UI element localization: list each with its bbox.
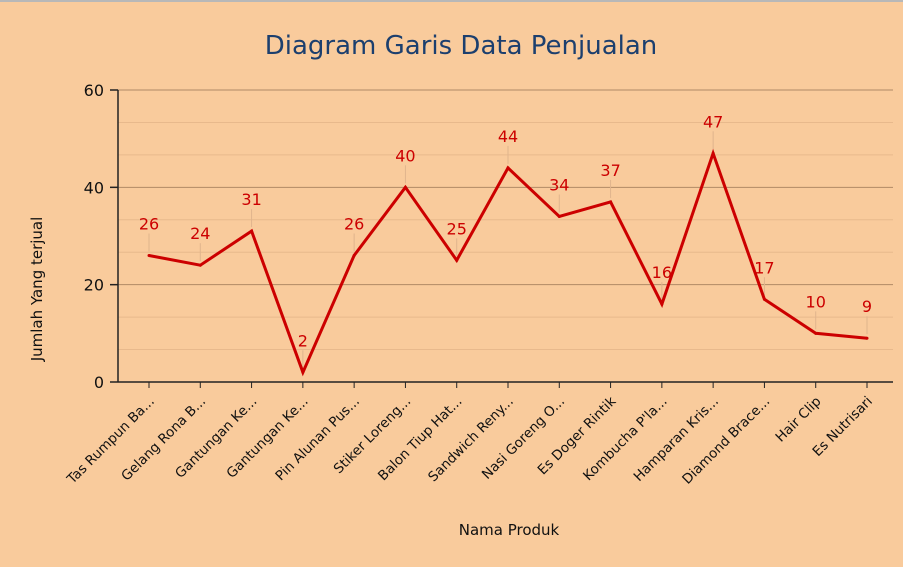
data-label: 40 (395, 146, 415, 165)
data-label: 24 (190, 224, 210, 243)
y-tick-label: 60 (84, 81, 104, 100)
data-point (250, 229, 254, 233)
y-tick-label: 40 (84, 178, 104, 197)
data-label: 26 (139, 214, 159, 233)
data-point (814, 331, 818, 335)
y-tick-label: 20 (84, 276, 104, 295)
data-point (455, 258, 459, 262)
x-axis-ticks: Tas Rumpun Ba...Gelang Rona B...Gantunga… (63, 393, 875, 488)
data-point (660, 302, 664, 306)
data-point (403, 185, 407, 189)
data-label: 9 (862, 297, 872, 316)
data-point (352, 253, 356, 257)
data-point (865, 336, 869, 340)
data-label: 26 (344, 214, 364, 233)
data-label: 25 (447, 219, 467, 238)
x-tick-label: Diamond Brace... (679, 394, 773, 488)
y-axis-ticks: 0 20 40 60 (84, 81, 104, 392)
y-axis-title: Jumlah Yang terjual (28, 217, 46, 363)
series-line-layer (147, 131, 869, 377)
data-label: 17 (754, 258, 774, 277)
data-point (609, 200, 613, 204)
data-point (198, 263, 202, 267)
data-point (147, 253, 151, 257)
data-label: 34 (549, 176, 569, 195)
data-label: 16 (652, 263, 672, 282)
x-tick-label: Hair Clip (773, 394, 825, 446)
x-axis-title: Nama Produk (459, 521, 560, 539)
data-labels: 26 24 31 2 26 40 25 44 34 37 16 47 17 10 9 (139, 112, 872, 350)
data-point (762, 297, 766, 301)
data-point (711, 151, 715, 155)
data-label: 37 (600, 161, 620, 180)
x-tick-label: Sandwich Reny... (425, 394, 517, 486)
axes (110, 89, 893, 388)
data-point (301, 370, 305, 374)
data-point (557, 215, 561, 219)
y-tick-label: 0 (94, 373, 104, 392)
data-label: 10 (806, 292, 826, 311)
chart-title: Diagram Garis Data Penjualan (265, 31, 658, 61)
data-label: 47 (703, 112, 723, 131)
x-tick-label: Tas Rumpun Ba... (63, 394, 157, 488)
data-point (506, 166, 510, 170)
gridlines (118, 89, 893, 351)
data-label: 31 (241, 190, 261, 209)
data-label: 2 (298, 331, 308, 350)
data-label: 44 (498, 127, 518, 146)
